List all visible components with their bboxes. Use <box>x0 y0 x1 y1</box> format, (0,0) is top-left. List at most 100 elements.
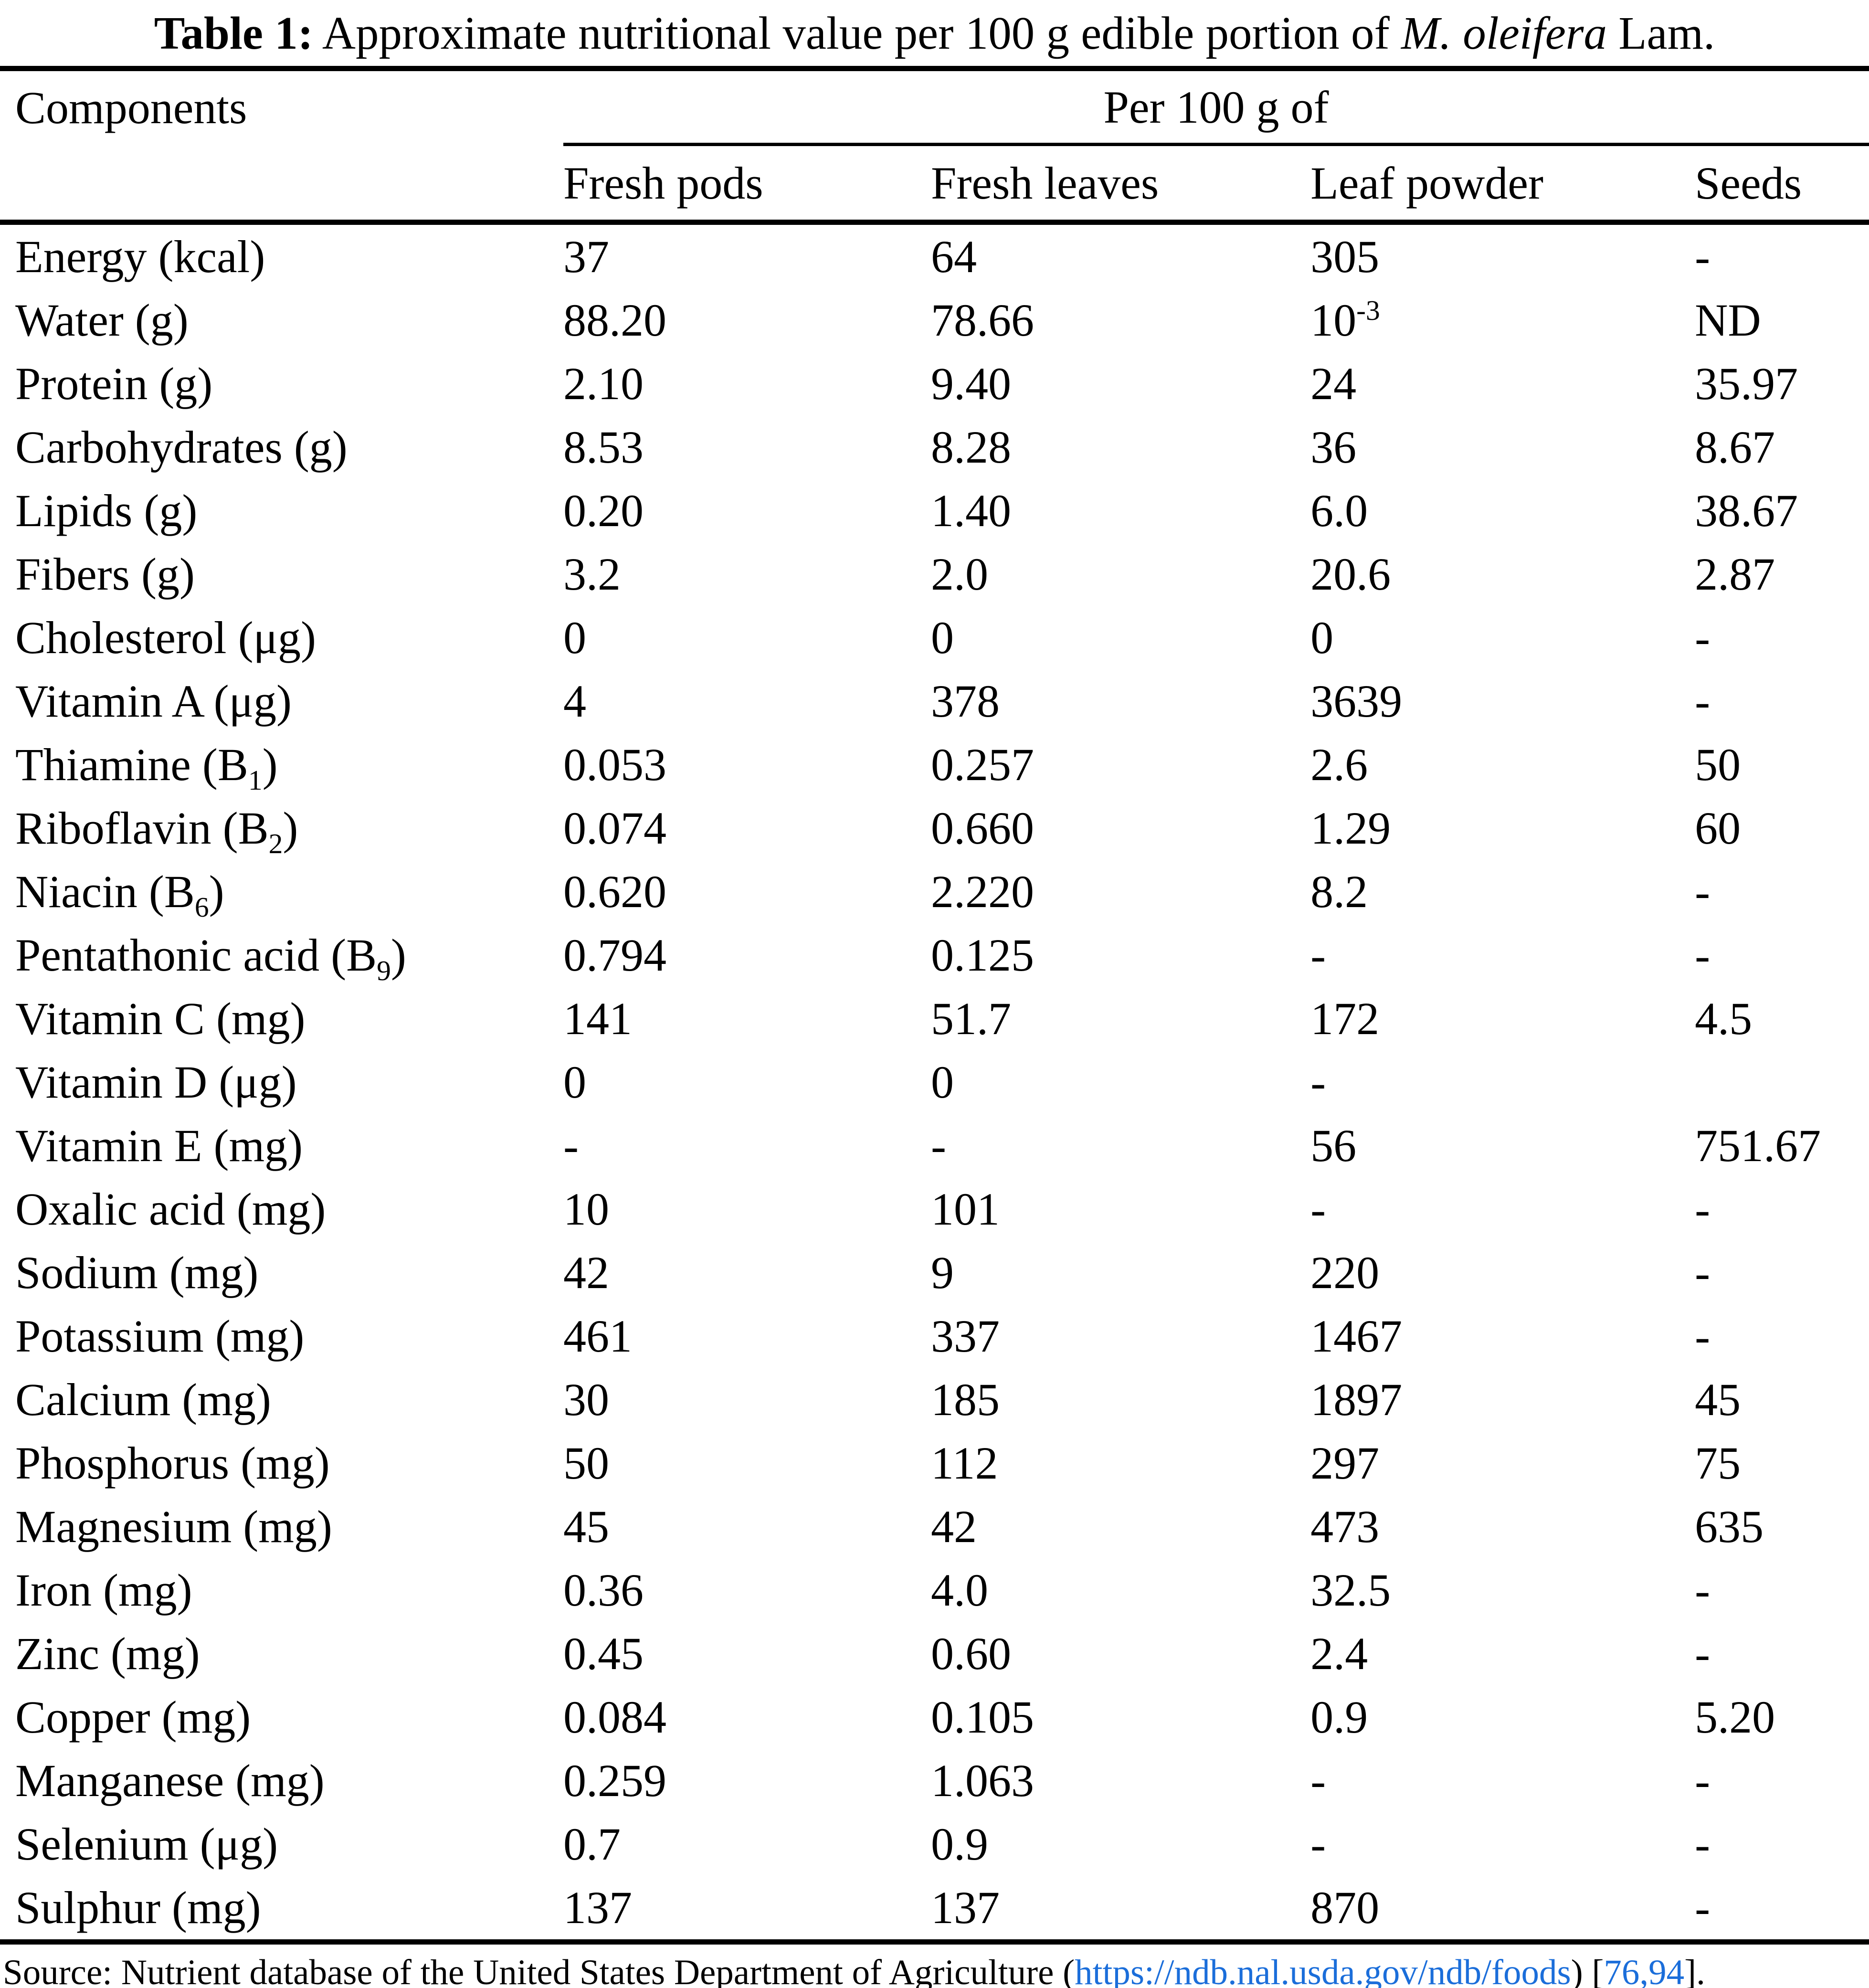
value-cell: 297 <box>1310 1438 1380 1489</box>
col-header-components: Components <box>15 82 247 134</box>
component-cell: Potassium (mg) <box>15 1311 305 1362</box>
group-header-row: Components Per 100 g of <box>0 68 1869 146</box>
table-row: Selenium (μg) 0.7 0.9 - - <box>0 1812 1869 1876</box>
value-cell: - <box>1695 1755 1711 1806</box>
component-cell: Cholesterol (μg) <box>15 612 316 663</box>
value-cell: - <box>1695 612 1711 663</box>
value-cell: 0 <box>563 612 586 663</box>
value-cell: 64 <box>931 231 977 282</box>
value-cell: 0.45 <box>563 1628 644 1679</box>
table-row: Pentathonic acid (B9) 0.794 0.125 - - <box>0 923 1869 987</box>
value-cell: 10 <box>563 1184 609 1235</box>
value-cell: 101 <box>931 1184 1000 1235</box>
component-cell: Fibers (g) <box>15 549 195 600</box>
value-cell: 0.257 <box>931 739 1035 790</box>
value-cell: 2.87 <box>1695 549 1775 600</box>
value-cell: 4.5 <box>1695 993 1753 1044</box>
value-cell: 870 <box>1310 1882 1380 1933</box>
value-cell: ND <box>1695 295 1761 346</box>
table-row: Cholesterol (μg) 0 0 0 - <box>0 606 1869 669</box>
value-cell: - <box>1695 930 1711 981</box>
value-cell: - <box>1310 930 1326 981</box>
value-cell: 0.053 <box>563 739 666 790</box>
value-cell: 0.7 <box>563 1819 621 1870</box>
table-row: Fibers (g) 3.2 2.0 20.6 2.87 <box>0 542 1869 606</box>
source-note-mid: ) [ <box>1571 1953 1604 1988</box>
source-url-link[interactable]: https://ndb.nal.usda.gov/ndb/foods <box>1075 1953 1571 1988</box>
value-cell: 42 <box>563 1247 609 1298</box>
sub-header-row: Fresh pods Fresh leaves Leaf powder Seed… <box>0 144 1869 225</box>
component-cell: Phosphorus (mg) <box>15 1438 330 1489</box>
value-cell: 185 <box>931 1374 1000 1425</box>
value-cell: 10-3 <box>1310 295 1380 346</box>
value-cell: 751.67 <box>1695 1120 1821 1171</box>
col-header-fresh-pods: Fresh pods <box>563 144 931 225</box>
value-cell: 50 <box>563 1438 609 1489</box>
table-row: Vitamin C (mg) 141 51.7 172 4.5 <box>0 987 1869 1050</box>
citation-refs-link[interactable]: 76,94 <box>1604 1953 1685 1988</box>
value-cell: 51.7 <box>931 993 1012 1044</box>
table-row: Protein (g) 2.10 9.40 24 35.97 <box>0 352 1869 415</box>
value-cell: 305 <box>1310 231 1380 282</box>
value-cell: - <box>1310 1819 1326 1870</box>
value-cell: 0.125 <box>931 930 1035 981</box>
value-cell: 5.20 <box>1695 1692 1775 1743</box>
value-cell: 112 <box>931 1438 998 1489</box>
value-cell: 78.66 <box>931 295 1035 346</box>
value-cell: 88.20 <box>563 295 666 346</box>
component-cell: Thiamine (B1) <box>15 739 278 796</box>
table-body: Energy (kcal) 37 64 305 - Water (g) 88.20 78.66… <box>0 222 1869 1942</box>
value-cell: - <box>1695 1311 1711 1362</box>
value-cell: 2.6 <box>1310 739 1368 790</box>
source-note: Source: Nutrient database of the United … <box>0 1952 1869 1988</box>
col-header-leaf-powder: Leaf powder <box>1310 144 1695 225</box>
value-cell: 0.105 <box>931 1692 1035 1743</box>
value-cell: 0.60 <box>931 1628 1012 1679</box>
value-cell: 24 <box>1310 358 1357 409</box>
table-caption-suffix: Lam. <box>1607 7 1715 59</box>
value-cell: 1.063 <box>931 1755 1035 1806</box>
table-row: Magnesium (mg) 45 42 473 635 <box>0 1495 1869 1558</box>
component-cell: Manganese (mg) <box>15 1755 325 1806</box>
table-row: Calcium (mg) 30 185 1897 45 <box>0 1368 1869 1431</box>
table-row: Carbohydrates (g) 8.53 8.28 36 8.67 <box>0 415 1869 479</box>
value-cell: - <box>1310 1755 1326 1806</box>
table-row: Lipids (g) 0.20 1.40 6.0 38.67 <box>0 479 1869 542</box>
component-cell: Vitamin A (μg) <box>15 676 292 727</box>
value-cell: 1.40 <box>931 485 1012 536</box>
value-cell: - <box>1695 1565 1711 1616</box>
value-cell: 1897 <box>1310 1374 1403 1425</box>
table-row: Sodium (mg) 42 9 220 - <box>0 1241 1869 1304</box>
value-cell: 0.9 <box>931 1819 989 1870</box>
table-row: Thiamine (B1) 0.053 0.257 2.6 50 <box>0 733 1869 796</box>
value-cell: 6.0 <box>1310 485 1368 536</box>
component-cell: Lipids (g) <box>15 485 198 536</box>
value-cell: 37 <box>563 231 609 282</box>
component-cell: Energy (kcal) <box>15 231 265 282</box>
value-cell: 20.6 <box>1310 549 1391 600</box>
value-cell: 32.5 <box>1310 1565 1391 1616</box>
value-cell: - <box>1310 1184 1326 1235</box>
value-cell: 0.20 <box>563 485 644 536</box>
component-cell: Copper (mg) <box>15 1692 251 1743</box>
value-cell: - <box>1695 1184 1711 1235</box>
component-cell: Vitamin D (μg) <box>15 1057 297 1108</box>
value-cell: 9 <box>931 1247 954 1298</box>
value-cell: 0 <box>1310 612 1334 663</box>
value-cell: 8.2 <box>1310 866 1368 917</box>
component-cell: Water (g) <box>15 295 189 346</box>
table-row: Vitamin A (μg) 4 378 3639 - <box>0 669 1869 733</box>
value-cell: 0.620 <box>563 866 666 917</box>
value-cell: 2.0 <box>931 549 989 600</box>
value-cell: 38.67 <box>1695 485 1798 536</box>
table-caption: Table 1: Approximate nutritional value p… <box>0 0 1869 66</box>
value-cell: 0 <box>931 1057 954 1108</box>
component-cell: Calcium (mg) <box>15 1374 271 1425</box>
value-cell: - <box>1695 1247 1711 1298</box>
value-cell: 36 <box>1310 422 1357 473</box>
value-cell: - <box>1695 676 1711 727</box>
value-cell: 0.9 <box>1310 1692 1368 1743</box>
value-cell: - <box>1695 231 1711 282</box>
value-cell: 3.2 <box>563 549 621 600</box>
table-row: Manganese (mg) 0.259 1.063 - - <box>0 1749 1869 1812</box>
